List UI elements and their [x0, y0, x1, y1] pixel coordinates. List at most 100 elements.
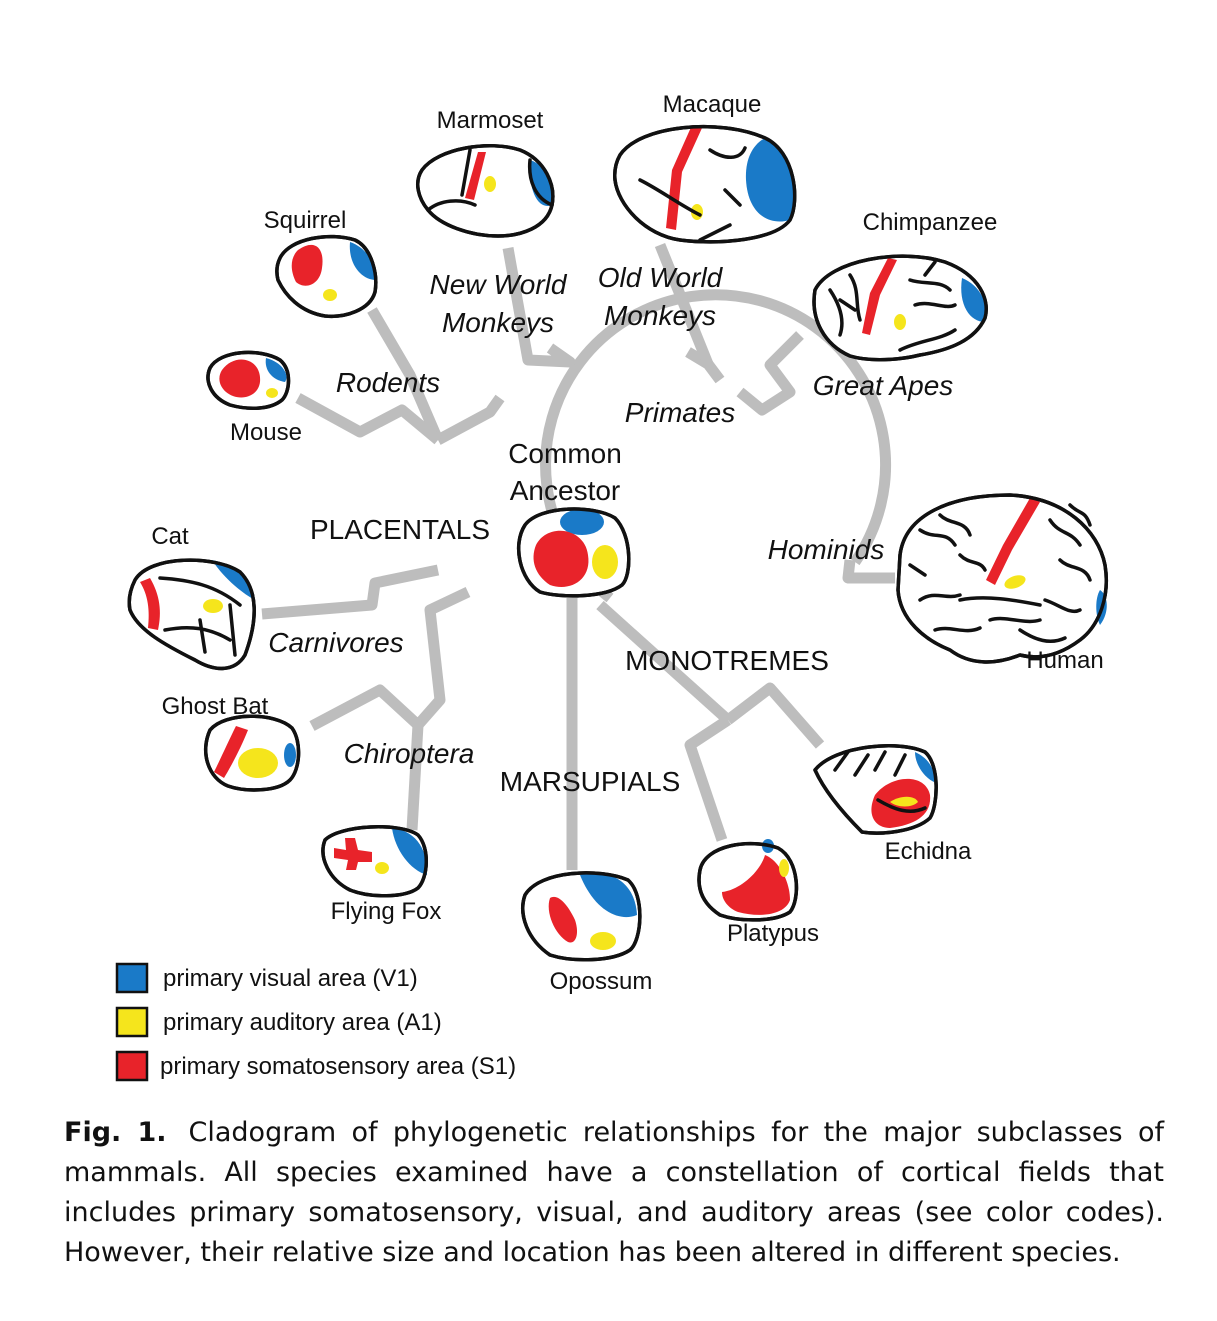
- label-placentals: PLACENTALS: [310, 514, 490, 545]
- opossum-v1: [580, 873, 637, 918]
- label-marmoset: Marmoset: [437, 107, 544, 134]
- legend-swatch-a1: [115, 1006, 149, 1038]
- label-monotremes: MONOTREMES: [625, 645, 829, 676]
- cladogram-figure: Marmoset Macaque Squirrel Chimpanzee Mou…: [115, 91, 1108, 1082]
- human-a1: [1004, 575, 1026, 589]
- label-old-world-line1: Old World: [598, 262, 724, 293]
- label-marsupials: MARSUPIALS: [500, 766, 681, 797]
- label-great-apes: Great Apes: [813, 370, 954, 401]
- macaque-s1: [666, 125, 702, 230]
- label-chiroptera: Chiroptera: [344, 738, 475, 769]
- flying-fox-v1: [392, 828, 428, 875]
- cat-a1: [203, 599, 223, 613]
- label-ancestor-line2: Ancestor: [510, 475, 621, 506]
- mouse-brain: [206, 350, 291, 411]
- label-platypus: Platypus: [727, 920, 819, 947]
- label-macaque: Macaque: [663, 91, 762, 118]
- legend-swatch-v1: [115, 962, 149, 994]
- label-carnivores: Carnivores: [268, 627, 403, 658]
- ancestor-s1: [533, 530, 589, 587]
- branch-great-apes: [736, 331, 804, 416]
- label-cat: Cat: [151, 523, 189, 550]
- label-hominids: Hominids: [768, 534, 885, 565]
- opossum-s1: [548, 896, 578, 943]
- ghost-bat-s1: [214, 726, 248, 778]
- label-echidna: Echidna: [885, 838, 972, 865]
- label-ghost-bat: Ghost Bat: [162, 693, 269, 720]
- marmoset-v1: [529, 160, 554, 206]
- caption-text: Cladogram of phylogenetic relationships …: [64, 1117, 1164, 1268]
- species-labels: Marmoset Macaque Squirrel Chimpanzee Mou…: [151, 91, 1103, 995]
- ancestor-a1: [592, 545, 618, 579]
- branch-flying-fox: [406, 724, 424, 831]
- branch-bats-stem: [413, 587, 471, 729]
- group-labels: New World Monkeys Old World Monkeys Rode…: [268, 262, 953, 769]
- squirrel-a1: [323, 289, 337, 301]
- legend-swatch-s1: [115, 1050, 149, 1082]
- mouse-a1: [266, 388, 278, 398]
- flying-fox-brain: [321, 825, 428, 898]
- label-new-world-line1: New World: [430, 269, 568, 300]
- cat-s1: [140, 578, 160, 630]
- label-rodents: Rodents: [336, 367, 440, 398]
- branch-human: [842, 559, 895, 584]
- opossum-brain: [521, 871, 642, 962]
- ghost-bat-a1: [238, 748, 278, 778]
- human-brain: [896, 493, 1108, 664]
- squirrel-s1: [291, 244, 323, 286]
- caption-label: Fig. 1.: [64, 1117, 167, 1148]
- label-flying-fox: Flying Fox: [331, 898, 442, 925]
- branch-echidna: [724, 682, 825, 749]
- chimpanzee-brain: [812, 254, 988, 362]
- label-human: Human: [1026, 647, 1103, 674]
- mouse-s1: [219, 359, 261, 398]
- marmoset-a1: [484, 176, 496, 192]
- macaque-brain: [613, 124, 797, 244]
- platypus-brain: [697, 839, 799, 922]
- label-opossum: Opossum: [550, 968, 653, 995]
- ancestor-brain: [516, 507, 631, 598]
- branch-squirrel: [367, 307, 444, 443]
- opossum-a1: [590, 932, 616, 950]
- squirrel-brain: [275, 234, 378, 319]
- label-old-world-line2: Monkeys: [604, 300, 716, 331]
- placental-arc: [540, 289, 891, 603]
- branch-monotreme-stem: [596, 600, 732, 725]
- cat-brain: [127, 558, 256, 671]
- branch-mouse: [295, 393, 442, 445]
- squirrel-v1: [349, 242, 377, 280]
- figure-caption: Fig. 1. Cladogram of phylogenetic relatio…: [64, 1113, 1164, 1273]
- branch-rodents-stem: [435, 394, 505, 445]
- legend-label-s1: primary somatosensory area (S1): [160, 1053, 516, 1080]
- brains: [127, 124, 1108, 962]
- human-s1: [986, 498, 1040, 585]
- label-chimpanzee: Chimpanzee: [863, 209, 998, 236]
- legend-item-a1: primary auditory area (A1): [115, 1006, 442, 1038]
- ghost-bat-brain: [204, 714, 301, 792]
- legend-item-s1: primary somatosensory area (S1): [115, 1050, 516, 1082]
- platypus-s1: [722, 855, 790, 915]
- branch-ghost-bat: [309, 684, 422, 731]
- clade-labels: PLACENTALS MONOTREMES MARSUPIALS Common …: [310, 438, 829, 797]
- label-mouse: Mouse: [230, 419, 302, 446]
- legend: primary visual area (V1) primary auditor…: [115, 962, 516, 1082]
- platypus-a1: [779, 859, 789, 877]
- chimpanzee-a1: [894, 314, 906, 330]
- flying-fox-s1: [334, 838, 372, 870]
- label-ancestor-line1: Common: [508, 438, 622, 469]
- macaque-v1: [745, 138, 795, 222]
- echidna-v1: [915, 752, 935, 782]
- ancestor-v1: [560, 509, 604, 535]
- legend-label-a1: primary auditory area (A1): [163, 1009, 442, 1036]
- cat-v1: [212, 560, 255, 600]
- echidna-a1: [890, 796, 918, 807]
- label-new-world-line2: Monkeys: [442, 307, 554, 338]
- branch-old-world: [654, 242, 714, 367]
- marmoset-s1: [465, 152, 486, 200]
- ghost-bat-v1: [284, 743, 296, 767]
- marmoset-brain: [416, 144, 555, 238]
- mouse-v1: [265, 358, 287, 382]
- branch-cat: [261, 564, 440, 620]
- cladogram-branches: [261, 242, 895, 870]
- echidna-brain: [813, 744, 938, 835]
